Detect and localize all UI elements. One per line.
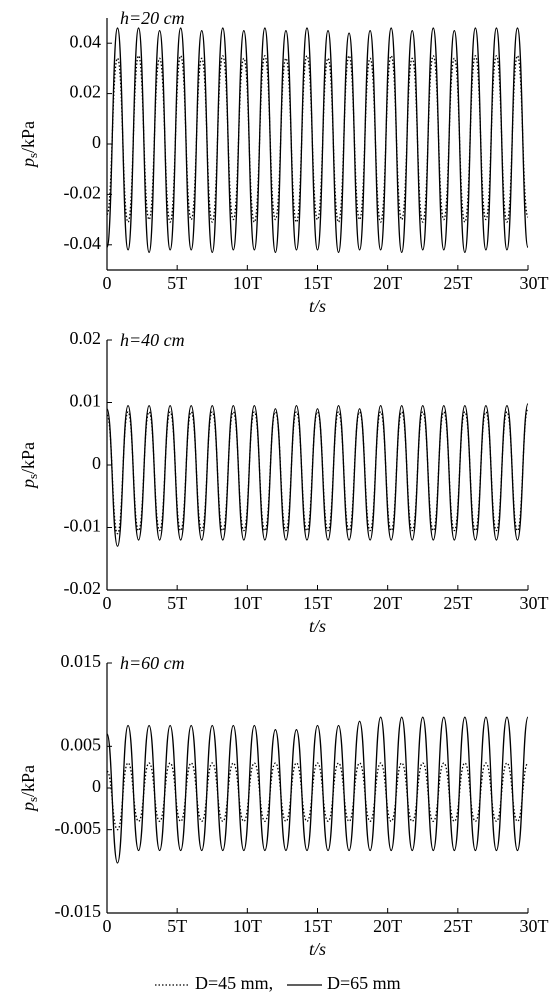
x-tick-label: 15T	[303, 593, 332, 613]
y-label-sub: s	[25, 797, 40, 802]
x-axis-label: t/s	[309, 296, 326, 316]
y-tick-label: -0.04	[64, 233, 102, 253]
x-tick-label: 25T	[443, 593, 472, 613]
series-line	[106, 27, 529, 254]
x-axis-label: t/s	[309, 939, 326, 959]
y-tick-label: 0	[92, 132, 101, 152]
legend-label: D=65 mm	[327, 973, 401, 993]
x-tick-label: 10T	[233, 273, 262, 293]
series-line	[106, 716, 529, 864]
annotation: h=40 cm	[120, 330, 185, 350]
y-tick-label: 0.01	[70, 391, 102, 411]
x-tick-label: 25T	[443, 273, 472, 293]
series-line	[106, 55, 529, 223]
x-tick-label: 5T	[167, 593, 187, 613]
x-tick-label: 10T	[233, 916, 262, 936]
x-tick-label: 0	[103, 273, 112, 293]
y-tick-label: 0.02	[70, 328, 102, 348]
x-tick-label: 20T	[373, 916, 402, 936]
y-label-symbol: p	[18, 158, 38, 169]
x-tick-label: 30T	[520, 916, 549, 936]
y-tick-label: 0	[92, 453, 101, 473]
y-tick-label: 0	[92, 776, 101, 796]
y-tick-label: -0.015	[55, 901, 102, 921]
x-tick-label: 5T	[167, 273, 187, 293]
y-label-sub: s	[25, 153, 40, 158]
series-line	[106, 403, 529, 547]
x-axis-label: t/s	[309, 616, 326, 636]
series-line	[106, 762, 529, 831]
x-tick-label: 5T	[167, 916, 187, 936]
series-line	[106, 408, 529, 535]
x-tick-label: 20T	[373, 593, 402, 613]
y-tick-label: 0.02	[70, 82, 102, 102]
y-label-symbol: p	[18, 479, 38, 490]
y-axis-label: ps/kPa	[18, 442, 40, 490]
y-tick-label: -0.02	[64, 183, 102, 203]
x-tick-label: 30T	[520, 273, 549, 293]
y-tick-label: 0.005	[61, 734, 102, 754]
annotation: h=60 cm	[120, 653, 185, 673]
y-axis-label: ps/kPa	[18, 765, 40, 813]
y-label-unit: /kPa	[18, 765, 38, 797]
y-label-sub: s	[25, 474, 40, 479]
x-tick-label: 30T	[520, 593, 549, 613]
x-tick-label: 0	[103, 593, 112, 613]
y-tick-label: -0.02	[64, 578, 102, 598]
x-tick-label: 25T	[443, 916, 472, 936]
annotation: h=20 cm	[120, 8, 185, 28]
y-label-unit: /kPa	[18, 442, 38, 474]
x-tick-label: 0	[103, 916, 112, 936]
y-tick-label: -0.01	[64, 516, 102, 536]
x-tick-label: 10T	[233, 593, 262, 613]
y-label-unit: /kPa	[18, 121, 38, 153]
x-tick-label: 15T	[303, 916, 332, 936]
y-tick-label: 0.04	[70, 31, 102, 51]
x-tick-label: 15T	[303, 273, 332, 293]
y-tick-label: -0.005	[55, 818, 102, 838]
x-tick-label: 20T	[373, 273, 402, 293]
y-label-symbol: p	[18, 802, 38, 813]
y-axis-label: ps/kPa	[18, 121, 40, 169]
y-tick-label: 0.015	[61, 651, 102, 671]
legend-label: D=45 mm,	[195, 973, 273, 993]
